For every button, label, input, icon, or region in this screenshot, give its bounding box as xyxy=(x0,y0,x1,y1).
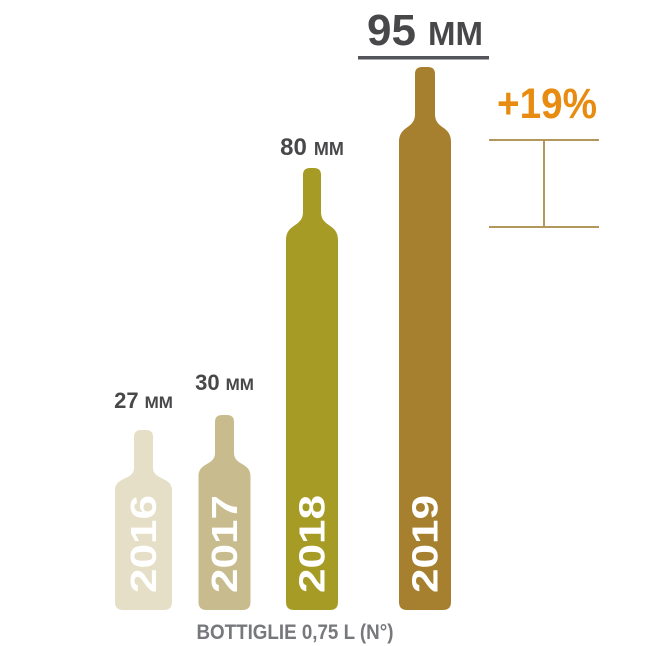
value-number: 80 xyxy=(280,134,307,161)
growth-annotation: +19% xyxy=(497,80,597,128)
bottle-year-label: 2016 xyxy=(123,495,164,593)
bottle-value-label: 30 MM xyxy=(195,370,254,395)
bottle-value-label: 27 MM xyxy=(114,388,173,413)
value-unit: MM xyxy=(428,15,483,52)
bottle-year-label: 2018 xyxy=(292,495,333,593)
highlight-underline xyxy=(358,56,489,60)
bottle-shape-2018 xyxy=(286,168,338,610)
bottle-2017: 2017 30 MM xyxy=(195,370,254,610)
bottle-year-label: 2019 xyxy=(405,495,446,593)
bottle-group: 2016 27 MM 2017 30 MM 2018 80 MM 2019 95 MM xyxy=(114,6,483,610)
bottle-shape-2016 xyxy=(115,430,172,610)
growth-bracket xyxy=(489,139,599,228)
x-axis-caption: BOTTIGLIE 0,75 L (N°) xyxy=(197,621,394,644)
bottle-2016: 2016 27 MM xyxy=(114,388,173,610)
bottle-shape-2017 xyxy=(198,415,251,610)
bottle-value-label: 95 MM xyxy=(367,6,483,55)
bottle-year-label: 2017 xyxy=(204,495,245,593)
bottle-2018: 2018 80 MM xyxy=(280,134,344,610)
value-unit: MM xyxy=(145,393,173,412)
bottle-2019: 2019 95 MM xyxy=(367,6,483,610)
value-number: 95 xyxy=(367,6,416,55)
value-unit: MM xyxy=(226,375,254,394)
bottle-shape-2019 xyxy=(399,67,451,610)
bottle-value-label: 80 MM xyxy=(280,134,344,161)
value-number: 27 xyxy=(114,388,138,413)
value-number: 30 xyxy=(195,370,219,395)
value-unit: MM xyxy=(314,139,344,159)
